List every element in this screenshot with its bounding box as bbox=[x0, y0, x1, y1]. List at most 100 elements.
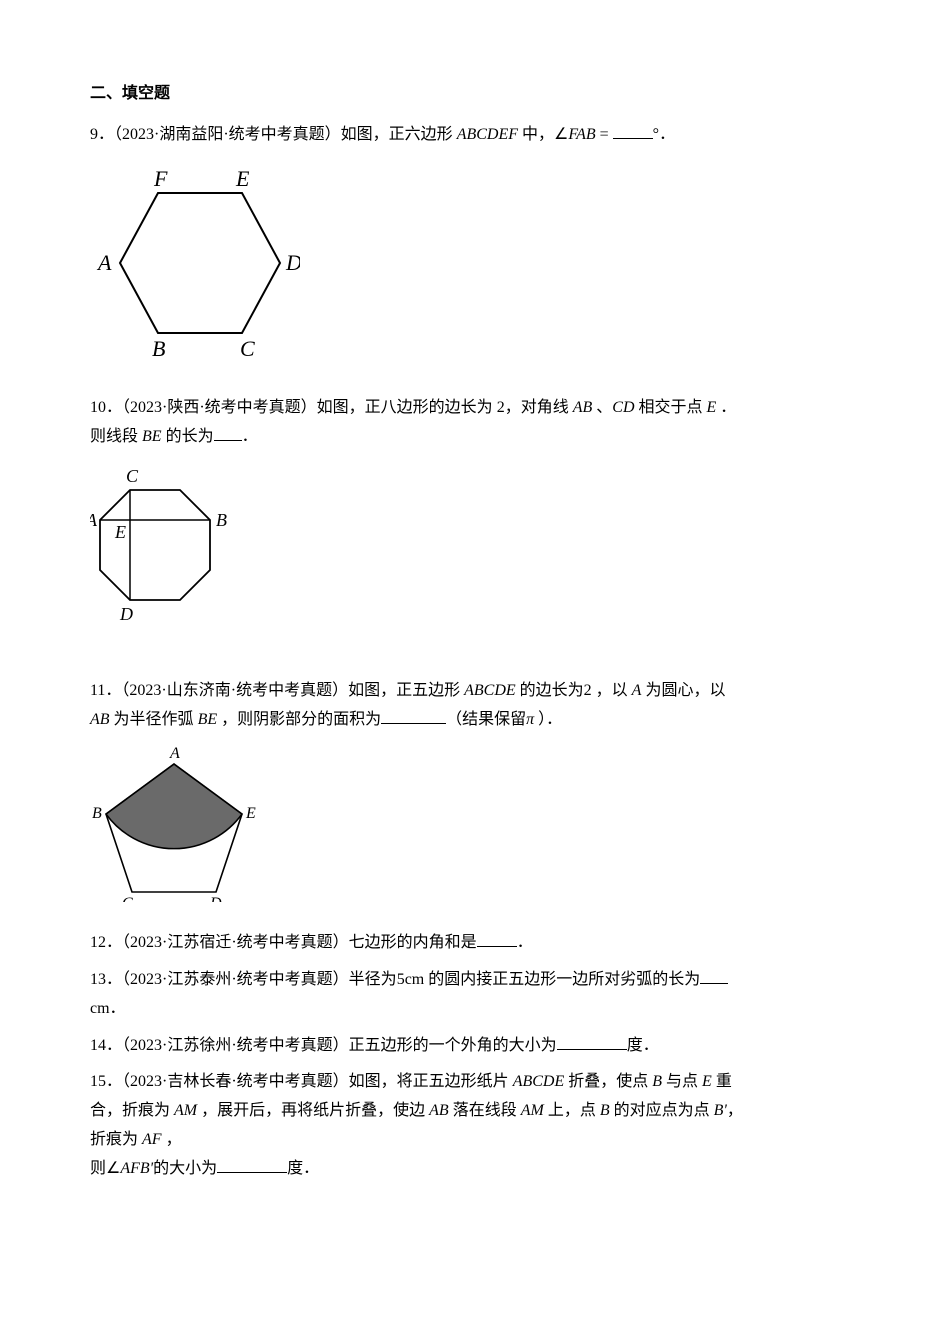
q15-source: （2023·吉林长春·统考中考真题）如图，将正五边形纸片 bbox=[122, 1073, 509, 1090]
q11-val: 2 bbox=[584, 682, 592, 699]
q12-number: 12． bbox=[90, 934, 122, 951]
q10-cd: CD bbox=[612, 399, 634, 416]
q15-blank bbox=[217, 1156, 287, 1173]
pent-D: D bbox=[209, 895, 222, 902]
q10-t2: ，对角线 bbox=[505, 399, 569, 416]
q12-blank bbox=[477, 930, 517, 947]
octagon-svg: C A B E D bbox=[90, 460, 250, 650]
question-14: 14．（2023·江苏徐州·统考中考真题）正五边形的一个外角的大小为 度． bbox=[90, 1032, 860, 1061]
q13-unit: cm bbox=[90, 1000, 110, 1017]
q15-t2: 折叠，使点 bbox=[568, 1073, 648, 1090]
q15-ang-sym: ∠ bbox=[106, 1160, 120, 1177]
q9-text: 9．（2023·湖南益阳·统考中考真题）如图，正六边形 ABCDEF 中，∠FA… bbox=[90, 121, 860, 150]
q15-t4: 重 bbox=[716, 1073, 732, 1090]
q15-l2c: 落在线段 bbox=[453, 1102, 517, 1119]
q15-e1: E bbox=[702, 1073, 712, 1090]
q15-t3: 与点 bbox=[666, 1073, 698, 1090]
oct-label-D: D bbox=[119, 604, 133, 624]
q9-end: ． bbox=[659, 126, 675, 143]
pent-A: A bbox=[169, 745, 180, 762]
q13-val: 5cm bbox=[397, 971, 425, 988]
q15-am2: AM bbox=[521, 1102, 544, 1119]
hexagon-shape bbox=[120, 193, 280, 333]
q11-source: （2023·山东济南·统考中考真题）如图，正五边形 bbox=[121, 682, 460, 699]
q9-angle: FAB bbox=[568, 126, 595, 143]
q10-e2: ． bbox=[242, 428, 258, 445]
q15-l3a: 折痕为 bbox=[90, 1131, 138, 1148]
q15-abcde: ABCDE bbox=[513, 1073, 565, 1090]
q9-angle-sym: ∠ bbox=[554, 126, 568, 143]
q10-figure: C A B E D bbox=[90, 460, 860, 661]
q12-end: ． bbox=[517, 934, 533, 951]
q10-e: E bbox=[707, 399, 717, 416]
octagon-shape bbox=[100, 490, 210, 600]
q11-ab: AB bbox=[90, 711, 110, 728]
pentagon-sector bbox=[106, 764, 242, 849]
hex-label-B: B bbox=[152, 336, 165, 361]
q10-be: BE bbox=[142, 428, 162, 445]
q15-bp: B' bbox=[714, 1102, 727, 1119]
pentagon-svg: A B E C D bbox=[90, 742, 260, 902]
hex-label-F: F bbox=[153, 166, 168, 191]
q15-number: 15． bbox=[90, 1073, 122, 1090]
q14-blank bbox=[557, 1033, 627, 1050]
q10-source: （2023·陕西·统考中考真题）如图，正八边形的边长为 bbox=[122, 399, 493, 416]
q11-text: 11．（2023·山东济南·统考中考真题）如图，正五边形 ABCDE 的边长为2… bbox=[90, 677, 860, 735]
q9-number: 9． bbox=[90, 126, 114, 143]
q11-l2c: ，则阴影部分的面积为 bbox=[221, 711, 381, 728]
q11-t4: 为圆心，以 bbox=[645, 682, 725, 699]
q9-blank bbox=[613, 122, 653, 139]
pent-B: B bbox=[92, 805, 102, 822]
q15-af: AF bbox=[142, 1131, 162, 1148]
q11-number: 11． bbox=[90, 682, 121, 699]
q15-b1: B bbox=[652, 1073, 662, 1090]
hex-label-E: E bbox=[235, 166, 250, 191]
q9-figure: F E A D B C bbox=[90, 158, 860, 379]
q15-ab: AB bbox=[429, 1102, 449, 1119]
hex-label-A: A bbox=[96, 250, 112, 275]
q11-blank bbox=[381, 707, 446, 724]
q10-t4: 相交于点 bbox=[639, 399, 703, 416]
q9-hexname: ABCDEF bbox=[457, 126, 518, 143]
q15-l2a: 合，折痕为 bbox=[90, 1102, 170, 1119]
q10-ab: AB bbox=[573, 399, 593, 416]
q10-number: 10． bbox=[90, 399, 122, 416]
section-header: 二、填空题 bbox=[90, 80, 860, 109]
question-10: 10．（2023·陕西·统考中考真题）如图，正八边形的边长为 2，对角线 AB … bbox=[90, 394, 860, 660]
question-9: 9．（2023·湖南益阳·统考中考真题）如图，正六边形 ABCDEF 中，∠FA… bbox=[90, 121, 860, 379]
q10-e1: ． bbox=[720, 399, 736, 416]
question-12: 12．（2023·江苏宿迁·统考中考真题）七边形的内角和是 ． bbox=[90, 929, 860, 958]
q9-t2: 中， bbox=[522, 126, 554, 143]
q15-l2f: ， bbox=[727, 1102, 743, 1119]
question-13: 13．（2023·江苏泰州·统考中考真题）半径为5cm 的圆内接正五边形一边所对… bbox=[90, 966, 860, 1024]
q15-l4b: 的大小为 bbox=[153, 1160, 217, 1177]
q13-t2: 的圆内接正五边形一边所对劣弧的长为 bbox=[428, 971, 700, 988]
q9-eq: = bbox=[596, 126, 613, 143]
q14-unit: 度． bbox=[627, 1037, 659, 1054]
q15-am1: AM bbox=[174, 1102, 197, 1119]
q10-t3: 、 bbox=[596, 399, 612, 416]
question-15: 15．（2023·吉林长春·统考中考真题）如图，将正五边形纸片 ABCDE 折叠… bbox=[90, 1068, 860, 1183]
q11-pi: π bbox=[526, 711, 534, 728]
q11-ne: ）． bbox=[538, 711, 562, 728]
q15-angle: AFB' bbox=[120, 1160, 153, 1177]
q14-number: 14． bbox=[90, 1037, 122, 1054]
hexagon-svg: F E A D B C bbox=[90, 158, 300, 368]
q10-l2a: 则线段 bbox=[90, 428, 138, 445]
hex-label-C: C bbox=[240, 336, 255, 361]
q15-l4a: 则 bbox=[90, 1160, 106, 1177]
q10-text: 10．（2023·陕西·统考中考真题）如图，正八边形的边长为 2，对角线 AB … bbox=[90, 394, 860, 452]
oct-label-C: C bbox=[126, 466, 139, 486]
q15-l2e: 的对应点为点 bbox=[614, 1102, 710, 1119]
q11-figure: A B E C D bbox=[90, 742, 860, 913]
hex-label-D: D bbox=[285, 250, 300, 275]
q12-source: （2023·江苏宿迁·统考中考真题）七边形的内角和是 bbox=[122, 934, 477, 951]
q11-arc: BE bbox=[198, 711, 218, 728]
q11-note: （结果保留 bbox=[446, 711, 526, 728]
q15-l3b: ， bbox=[166, 1131, 182, 1148]
q11-l2b: 为半径作弧 bbox=[114, 711, 194, 728]
q11-a: A bbox=[632, 682, 642, 699]
oct-label-B: B bbox=[216, 510, 227, 530]
q14-source: （2023·江苏徐州·统考中考真题）正五边形的一个外角的大小为 bbox=[122, 1037, 557, 1054]
q15-l2b: ，展开后，再将纸片折叠，使边 bbox=[201, 1102, 425, 1119]
